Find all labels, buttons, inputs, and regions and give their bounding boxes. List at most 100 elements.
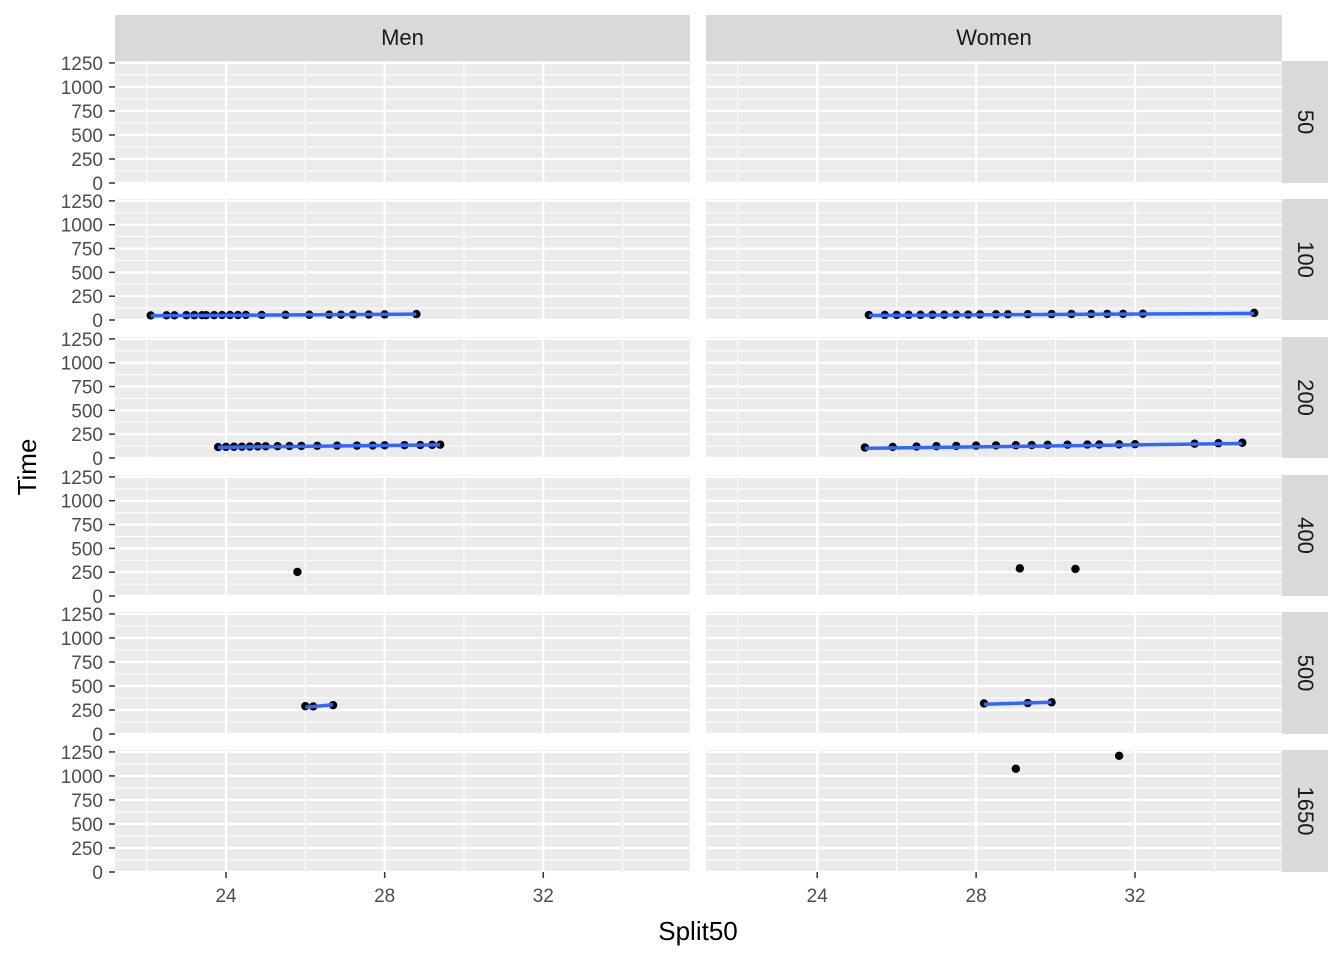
panel-background bbox=[706, 475, 1282, 596]
panel-women-100 bbox=[706, 199, 1282, 322]
y-tick-label: 250 bbox=[71, 150, 103, 171]
strip-label-50: 50 bbox=[1293, 110, 1318, 134]
y-tick-label: 0 bbox=[92, 449, 103, 470]
y-tick-label: 0 bbox=[92, 174, 103, 195]
panel-men-500 bbox=[115, 612, 690, 736]
panel-women-400 bbox=[706, 475, 1282, 598]
y-tick-label: 750 bbox=[71, 516, 103, 537]
y-tick-label: 0 bbox=[92, 725, 103, 746]
panel-background bbox=[706, 61, 1282, 183]
y-tick-label: 500 bbox=[71, 263, 103, 284]
y-tick-label: 500 bbox=[71, 677, 103, 698]
y-axis-title: Time bbox=[12, 439, 42, 496]
strip-label-1650: 1650 bbox=[1293, 787, 1318, 836]
y-tick-label: 750 bbox=[71, 378, 103, 399]
y-tick-label: 0 bbox=[92, 863, 103, 884]
series-men-500 bbox=[301, 700, 338, 711]
axes-layer: 0250500750100012500250500750100012500250… bbox=[61, 54, 1146, 907]
y-axis-row-50: 0 250 500 750 1000 1250 bbox=[61, 54, 115, 195]
y-tick-label: 750 bbox=[71, 653, 103, 674]
smooth-line bbox=[984, 700, 1052, 706]
panel-women-50 bbox=[706, 61, 1282, 185]
panel-background bbox=[115, 475, 690, 596]
strip-label-men: Men bbox=[381, 25, 424, 50]
y-tick-label: 1000 bbox=[61, 354, 103, 375]
y-tick-label: 750 bbox=[71, 240, 103, 261]
data-point bbox=[1071, 564, 1080, 574]
panel-women-500 bbox=[706, 612, 1282, 736]
x-tick-label: 32 bbox=[533, 886, 554, 907]
x-axis-women: 24 28 32 bbox=[807, 872, 1146, 907]
data-point bbox=[293, 567, 302, 577]
strip-label-women: Women bbox=[956, 25, 1031, 50]
data-point bbox=[1011, 764, 1021, 773]
panel-background bbox=[706, 612, 1282, 734]
smooth-line bbox=[218, 443, 441, 450]
strip-label-200: 200 bbox=[1293, 379, 1318, 416]
y-tick-label: 1250 bbox=[61, 743, 103, 764]
data-point bbox=[1114, 751, 1124, 760]
strip-label-400: 400 bbox=[1293, 517, 1318, 554]
data-point bbox=[435, 440, 445, 449]
strip-row-1650 bbox=[1282, 750, 1328, 872]
x-tick-label: 32 bbox=[1124, 886, 1145, 907]
y-tick-label: 750 bbox=[71, 102, 103, 123]
series-women-1650 bbox=[1011, 751, 1124, 773]
y-tick-label: 500 bbox=[71, 126, 103, 147]
y-tick-label: 1250 bbox=[61, 192, 103, 213]
y-tick-label: 250 bbox=[71, 425, 103, 446]
series-women-100 bbox=[864, 308, 1259, 320]
series-women-500 bbox=[979, 698, 1056, 708]
data-point bbox=[1015, 564, 1025, 573]
strip-col-women bbox=[706, 15, 1282, 61]
panel-men-400 bbox=[115, 475, 690, 598]
series-women-200 bbox=[860, 438, 1247, 452]
y-tick-label: 0 bbox=[92, 587, 103, 608]
y-tick-label: 1000 bbox=[61, 767, 103, 788]
x-axis-men: 24 28 32 bbox=[215, 872, 554, 907]
smooth-line bbox=[305, 703, 334, 709]
y-tick-label: 1250 bbox=[61, 468, 103, 489]
series-men-400 bbox=[293, 567, 302, 577]
panel-background bbox=[115, 337, 690, 458]
smooth-line bbox=[864, 441, 1243, 451]
panels-layer bbox=[115, 61, 1282, 874]
panel-women-1650 bbox=[706, 750, 1282, 874]
panel-background bbox=[115, 61, 690, 183]
strip-row-400 bbox=[1282, 475, 1328, 596]
strip-row-50 bbox=[1282, 61, 1328, 183]
smooth-line bbox=[150, 312, 417, 318]
y-tick-label: 500 bbox=[71, 401, 103, 422]
series-men-100 bbox=[146, 309, 421, 320]
x-axis-title: Split50 bbox=[658, 916, 738, 946]
series-women-400 bbox=[1015, 564, 1080, 574]
panel-men-50 bbox=[115, 61, 690, 185]
panel-men-200 bbox=[115, 337, 690, 460]
y-tick-label: 0 bbox=[92, 311, 103, 332]
y-tick-label: 750 bbox=[71, 791, 103, 812]
panel-background bbox=[706, 750, 1282, 872]
y-tick-label: 250 bbox=[71, 701, 103, 722]
y-axis-row-500: 0 250 500 750 1000 1250 bbox=[61, 605, 115, 746]
smooth-line bbox=[868, 311, 1255, 318]
x-tick-label: 24 bbox=[807, 886, 829, 907]
strip-col-men bbox=[115, 15, 690, 61]
panel-women-200 bbox=[706, 337, 1282, 460]
strip-row-500 bbox=[1282, 612, 1328, 734]
x-tick-label: 28 bbox=[374, 886, 395, 907]
y-tick-label: 250 bbox=[71, 839, 103, 860]
panel-background bbox=[115, 612, 690, 734]
y-axis-row-1650: 0 250 500 750 1000 1250 bbox=[61, 743, 115, 884]
y-tick-label: 250 bbox=[71, 287, 103, 308]
y-tick-label: 1250 bbox=[61, 330, 103, 351]
y-tick-label: 250 bbox=[71, 563, 103, 584]
y-tick-label: 1000 bbox=[61, 216, 103, 237]
strips-layer: Men Women 50 100 200 400 500 1650 bbox=[115, 15, 1328, 872]
y-tick-label: 1000 bbox=[61, 78, 103, 99]
x-tick-label: 24 bbox=[215, 886, 237, 907]
strip-label-100: 100 bbox=[1293, 241, 1318, 278]
